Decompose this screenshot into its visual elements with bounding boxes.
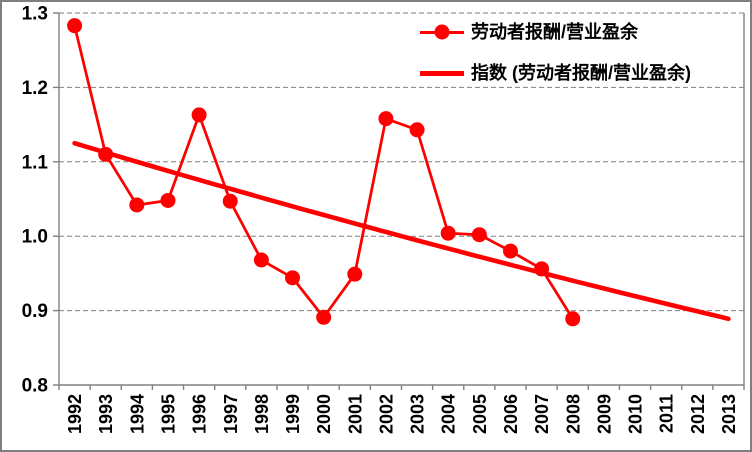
x-tick-label-2006: 2006 (501, 394, 521, 434)
x-tick-label-2013: 2013 (719, 394, 739, 434)
x-tick-label-2004: 2004 (439, 394, 459, 434)
legend-item-trendline: 指数 (劳动者报酬/营业盈余) (420, 60, 691, 86)
legend-trendline-icon (420, 70, 464, 76)
data-point-2000 (316, 309, 332, 325)
x-tick-label-1997: 1997 (221, 394, 241, 434)
x-tick-label-2003: 2003 (408, 394, 428, 434)
x-tick-label-2012: 2012 (688, 394, 708, 434)
x-tick-label-2000: 2000 (314, 394, 334, 434)
legend-label-trendline: 指数 (劳动者报酬/营业盈余) (471, 63, 691, 83)
data-points (67, 18, 581, 327)
x-tick-label-2001: 2001 (345, 394, 365, 434)
data-point-2007 (534, 261, 550, 277)
data-point-2005 (471, 227, 487, 243)
x-tick-label-1996: 1996 (190, 394, 210, 434)
data-point-1997 (222, 193, 238, 209)
legend-series-line-marker-icon (420, 24, 464, 40)
data-point-1994 (129, 197, 145, 213)
data-point-2002 (378, 111, 394, 127)
x-tick-label-1994: 1994 (127, 394, 147, 434)
data-point-1992 (67, 18, 83, 34)
y-tick-labels: 0.8 0.9 1.0 1.1 1.2 1.3 (22, 4, 59, 397)
data-point-1998 (253, 252, 269, 268)
x-tick-label-2008: 2008 (563, 394, 583, 434)
chart-legend: 劳动者报酬/营业盈余 指数 (劳动者报酬/营业盈余) (420, 19, 691, 86)
trendline (72, 140, 731, 322)
y-tick-label-0.9: 0.9 (22, 301, 48, 322)
legend-item-series: 劳动者报酬/营业盈余 (420, 19, 691, 45)
y-tick-label-1.3: 1.3 (22, 4, 48, 25)
x-tick-label-1999: 1999 (283, 394, 303, 434)
data-point-1993 (98, 146, 114, 162)
y-gridlines (59, 12, 744, 312)
x-tick-label-2007: 2007 (532, 394, 552, 434)
x-tick-label-2002: 2002 (376, 394, 396, 434)
x-tick-label-2005: 2005 (470, 394, 490, 434)
y-tick-label-1.1: 1.1 (22, 152, 49, 173)
x-tick-labels: 1992 1993 1994 1995 1996 1997 1998 1999 2000 2001… (58, 385, 745, 434)
x-tick-label-2011: 2011 (657, 394, 677, 433)
x-tick-label-1992: 1992 (65, 394, 85, 434)
legend-series-dot-icon (434, 24, 450, 40)
legend-label-series: 劳动者报酬/营业盈余 (471, 22, 639, 42)
data-point-2008 (565, 311, 581, 327)
x-tick-label-2010: 2010 (626, 394, 646, 434)
x-tick-label-1995: 1995 (158, 394, 178, 434)
data-point-1995 (160, 192, 176, 208)
data-point-2006 (502, 243, 518, 259)
data-point-2003 (409, 122, 425, 138)
x-tick-label-1993: 1993 (96, 394, 116, 434)
y-tick-label-1.2: 1.2 (22, 78, 48, 99)
x-tick-label-1998: 1998 (252, 394, 272, 434)
y-tick-label-1.0: 1.0 (22, 227, 48, 248)
y-tick-label-0.8: 0.8 (22, 376, 48, 397)
data-point-2004 (440, 225, 456, 241)
data-point-2001 (347, 266, 363, 282)
x-tick-label-2009: 2009 (594, 394, 614, 434)
data-point-1996 (191, 107, 207, 123)
data-point-1999 (285, 270, 301, 286)
